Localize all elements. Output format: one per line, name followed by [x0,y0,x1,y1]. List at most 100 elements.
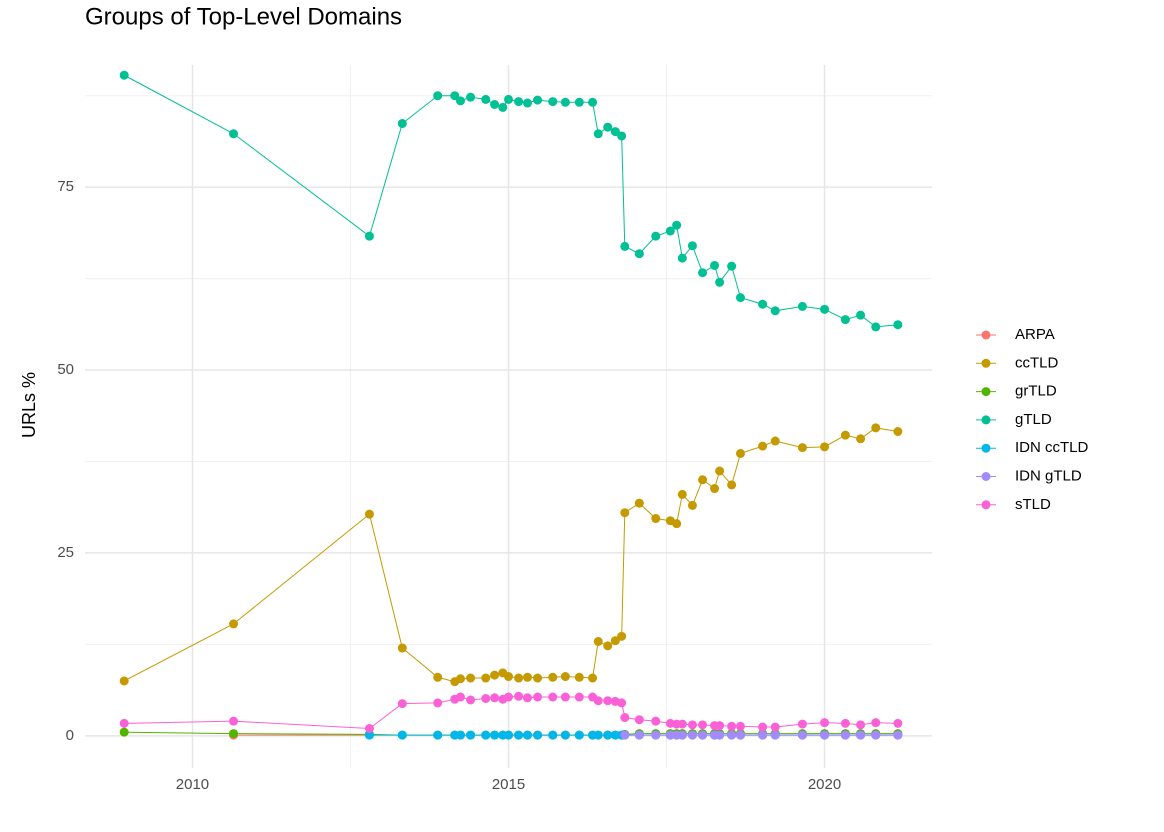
data-point [727,480,737,490]
data-point [455,692,465,702]
data-point [651,514,661,524]
data-point [455,96,465,106]
data-point [687,720,697,730]
data-point [593,730,603,740]
data-point [433,730,443,740]
data-point [856,310,866,320]
data-point [522,672,532,682]
data-point [533,692,543,702]
data-point [574,692,584,702]
x-tick-label: 2015 [492,776,525,793]
data-point [797,301,807,311]
data-point [797,730,807,740]
data-point [574,97,584,107]
data-point [698,730,708,740]
data-point [364,509,374,519]
data-point [455,730,465,740]
data-point [548,692,558,702]
y-tick-label: 25 [57,544,74,561]
legend-key [981,500,991,510]
data-point [514,730,524,740]
data-point [698,475,708,485]
data-point [433,91,443,101]
data-point [634,249,644,259]
data-point [603,696,613,706]
data-point [588,97,598,107]
data-point [433,698,443,708]
data-point [770,722,780,732]
data-point [871,730,881,740]
data-point [893,320,903,330]
data-point [727,261,737,271]
data-point [610,636,620,646]
data-point [229,619,239,629]
data-point [820,442,830,452]
data-point [856,434,866,444]
data-point [665,226,675,236]
series-line [123,427,898,683]
data-point [797,719,807,729]
data-point [397,119,407,129]
data-point [455,674,465,684]
data-point [548,730,558,740]
data-point [481,730,491,740]
data-point [677,719,687,729]
y-tick-label: 50 [57,361,74,378]
legend-key [981,330,991,340]
data-point [481,694,491,704]
legend-key [981,387,991,397]
legend-label: IDN gTLD [1015,467,1082,484]
data-point [715,730,725,740]
legend-key [981,472,991,481]
data-point [893,718,903,728]
data-point [797,443,807,453]
data-point [735,730,745,740]
data-point [522,693,532,703]
x-tick-label: 2010 [176,776,209,793]
data-point [820,304,830,314]
data-point [715,721,725,731]
series-line [123,74,898,328]
data-point [397,643,407,653]
data-point [651,716,661,726]
data-point [820,718,830,728]
data-point [229,129,239,139]
y-tick-label: 75 [57,178,74,195]
data-point [560,97,570,107]
data-point [466,730,476,740]
data-point [504,730,513,740]
legend-key [981,415,991,425]
data-point [593,696,603,706]
data-point [533,730,543,740]
data-point [715,277,725,287]
data-point [593,129,603,139]
data-point [504,672,513,682]
data-point [490,100,500,110]
data-point [466,673,476,683]
data-point [770,436,780,446]
data-point [498,102,508,112]
data-point [871,322,881,332]
data-point [504,692,513,702]
data-point [560,672,570,682]
data-point [620,241,630,251]
data-point [620,508,630,518]
legend-label: gTLD [1015,411,1052,428]
data-point [840,315,850,325]
data-point [651,231,661,241]
data-point [119,727,129,737]
y-axis-label: URLs % [19,372,39,438]
data-point [593,636,603,646]
data-point [533,673,543,683]
data-point [119,676,129,686]
data-point [672,220,682,230]
legend-label: IDN ccTLD [1015,439,1089,456]
data-point [710,484,720,494]
data-point [610,127,620,137]
data-point [364,723,374,733]
data-point [364,231,374,241]
data-point [727,730,737,740]
legend-label: grTLD [1015,383,1057,400]
data-point [481,94,491,104]
